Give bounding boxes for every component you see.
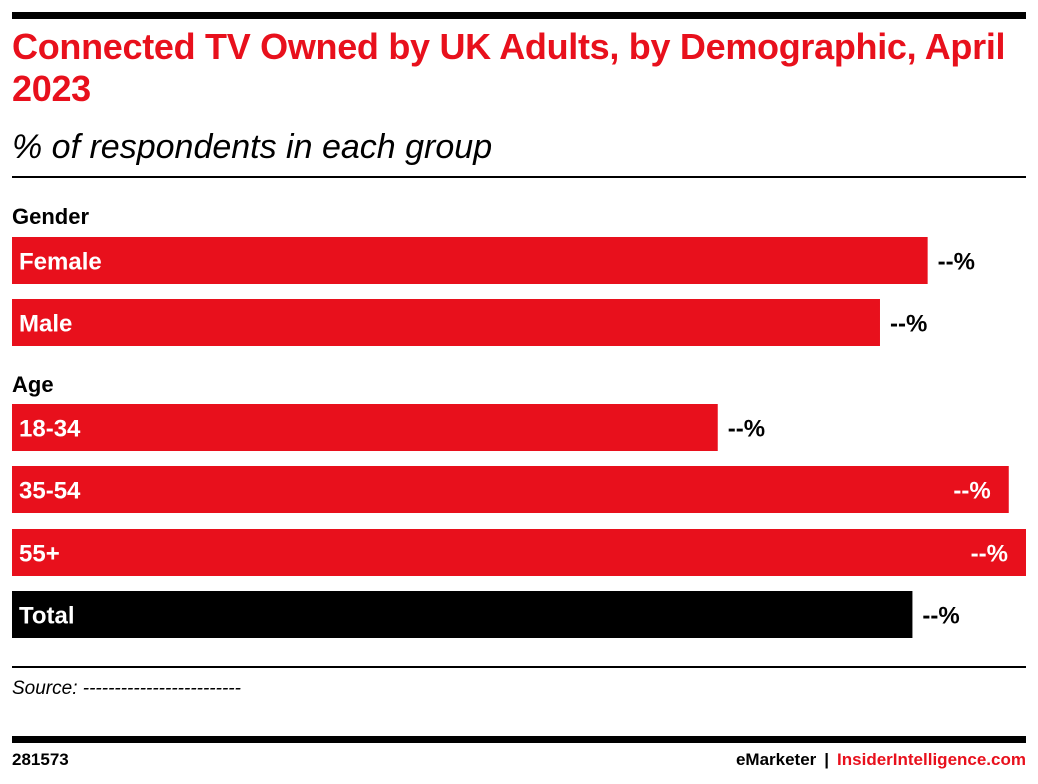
bar-value-label: --% — [953, 478, 990, 505]
bar-value-label: --% — [890, 311, 927, 338]
chart-subtitle: % of respondents in each group — [12, 128, 493, 166]
bar-value-label: --% — [971, 541, 1008, 568]
bar-female — [12, 237, 928, 284]
bar-total — [12, 591, 913, 638]
bar-value-label: --% — [922, 603, 959, 630]
bar-category-label: Total — [19, 603, 75, 630]
footer-separator: | — [824, 750, 830, 769]
header-divider — [12, 176, 1026, 178]
group-label: Age — [12, 372, 54, 397]
bar-value-label: --% — [938, 249, 975, 276]
source-divider — [12, 666, 1026, 668]
bottom-rule — [12, 736, 1026, 743]
bar-category-label: 18-34 — [19, 416, 81, 443]
bar-male — [12, 299, 880, 346]
bar-category-label: Female — [19, 249, 102, 276]
bar-value-label: --% — [728, 416, 765, 443]
bar-category-label: 35-54 — [19, 478, 81, 505]
chart-id: 281573 — [12, 750, 69, 769]
source-note: Source: ------------------------- — [12, 678, 241, 699]
footer-brand: eMarketer — [735, 750, 817, 769]
bar-chart: Gender Female --% Male --% Age 18-34 --% 35-54 --… — [12, 204, 1026, 638]
bar-55- — [12, 529, 1026, 576]
bar-35-54 — [12, 466, 1009, 513]
bar-category-label: 55+ — [19, 541, 60, 568]
top-rule — [12, 12, 1026, 19]
bar-category-label: Male — [19, 311, 72, 338]
group-label: Gender — [12, 204, 89, 229]
bar-18-34 — [12, 404, 718, 451]
chart-title: Connected TV Owned by UK Adults, by Demo… — [12, 26, 1006, 109]
footer-site-link[interactable]: InsiderIntelligence.com — [837, 750, 1026, 769]
footer-credit: eMarketer | InsiderIntelligence.com — [736, 750, 1026, 770]
